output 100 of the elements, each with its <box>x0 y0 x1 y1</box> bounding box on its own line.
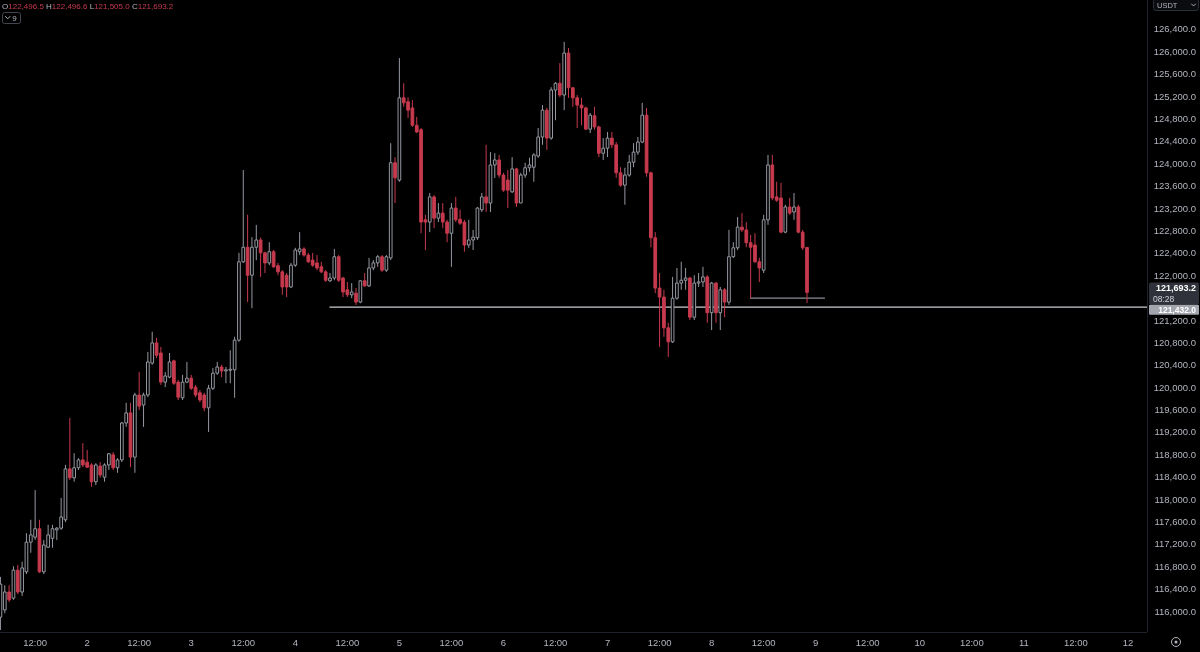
candlestick <box>367 257 371 288</box>
candlestick <box>93 462 98 486</box>
candlestick <box>258 237 263 278</box>
candlestick <box>558 62 562 98</box>
candlestick <box>67 417 72 481</box>
y-tick-label: 117,600.0 <box>1154 515 1196 527</box>
candlestick <box>245 214 250 303</box>
y-tick-label: 126,000.0 <box>1153 45 1196 57</box>
candlestick <box>588 112 593 134</box>
candlestick <box>397 57 402 183</box>
candlestick <box>705 274 710 324</box>
candlestick <box>137 371 142 411</box>
candlestick <box>727 229 731 306</box>
y-tick-label: 126,400.0 <box>1153 23 1196 35</box>
candlestick <box>0 576 3 631</box>
x-tick-label: 7 <box>604 636 611 648</box>
y-tick-label: 118,800.0 <box>1154 448 1196 460</box>
candlestick <box>15 564 20 595</box>
candlestick <box>128 402 133 468</box>
y-tick-label: 117,200.0 <box>1154 538 1196 550</box>
candlestick <box>701 266 705 288</box>
candlestick <box>380 254 384 273</box>
annotation: O122,496.5 H122,496.6 L121,505.0 C121,693.2 <box>2 1 174 11</box>
y-tick-label: 116,400.0 <box>1154 583 1196 595</box>
x-tick-label: 12:00 <box>959 636 984 648</box>
x-tick-label: 11 <box>1018 636 1029 648</box>
y-tick-label: 124,400.0 <box>1153 135 1196 147</box>
candlestick <box>37 519 42 574</box>
y-tick-label: 116,000.0 <box>1154 605 1196 617</box>
y-tick-label: 124,000.0 <box>1153 157 1196 169</box>
y-tick-label: 123,600.0 <box>1153 180 1196 192</box>
candlestick <box>718 286 723 331</box>
candlestick <box>792 192 796 221</box>
candlestick <box>202 392 207 412</box>
x-tick-label: 12:00 <box>335 636 360 648</box>
text: 121,693.2 <box>1155 283 1196 294</box>
y-tick-label: 118,400.0 <box>1154 471 1196 483</box>
x-tick-label: 6 <box>500 636 507 648</box>
candlestick <box>80 442 85 468</box>
candlestick <box>133 392 137 474</box>
candlestick <box>544 107 549 151</box>
x-tick-label: 4 <box>292 636 298 648</box>
y-tick-label: 118,000.0 <box>1154 493 1196 505</box>
candlestick <box>770 154 775 201</box>
candlestick <box>98 461 103 479</box>
candlestick <box>692 274 697 321</box>
candlestick <box>783 204 788 234</box>
candlestick <box>7 584 11 603</box>
candlestick <box>345 281 350 298</box>
candlestick <box>436 202 441 223</box>
x-tick-label: 5 <box>396 636 403 648</box>
candlestick <box>11 565 16 601</box>
y-tick-label: 120,400.0 <box>1153 359 1196 371</box>
x-tick-label: 12 <box>1122 636 1134 648</box>
candlestick <box>562 41 567 111</box>
x-tick-label: 12:00 <box>1063 636 1088 648</box>
y-tick-label: 125,200.0 <box>1153 90 1196 102</box>
y-tick-label: 125,600.0 <box>1153 68 1196 80</box>
y-tick-label: 123,200.0 <box>1153 202 1196 214</box>
candlestick <box>219 364 224 378</box>
candlestick <box>393 156 397 204</box>
candlestick <box>549 86 554 141</box>
annotation: 9 <box>12 13 18 23</box>
y-tick-label: 120,000.0 <box>1153 381 1196 393</box>
candlestick <box>510 156 514 194</box>
candlestick <box>267 241 272 266</box>
x-tick-label: 12:00 <box>543 636 568 648</box>
x-tick-label: 12:00 <box>855 636 880 648</box>
x-tick-label: 2 <box>84 636 90 648</box>
candlestick <box>332 248 337 281</box>
candlestick <box>284 272 289 298</box>
x-tick-label: 12:00 <box>439 636 464 648</box>
candlestick <box>362 272 367 288</box>
x-tick-label: 12:00 <box>751 636 776 648</box>
candlestick <box>310 252 315 268</box>
candlestick <box>714 281 718 324</box>
x-tick-label: 10 <box>914 636 926 648</box>
candlestick <box>779 182 783 234</box>
y-tick-label: 122,000.0 <box>1153 269 1196 281</box>
candlestick <box>50 524 55 549</box>
x-tick-label: 12:00 <box>23 636 48 648</box>
candlestick <box>722 287 727 318</box>
candlestick <box>427 192 432 233</box>
candlestick <box>787 197 792 216</box>
candlestick <box>349 282 354 299</box>
x-tick-label: 8 <box>708 636 715 648</box>
candlestick <box>488 151 493 213</box>
x-tick-label: 12:00 <box>647 636 672 648</box>
candlestick <box>358 279 363 304</box>
y-tick-label: 119,600.0 <box>1154 404 1196 416</box>
text: 121,432.0 <box>1158 304 1197 315</box>
candlestick <box>505 169 510 209</box>
y-tick-label: 121,200.0 <box>1153 314 1196 326</box>
y-tick-label: 116,800.0 <box>1154 560 1196 572</box>
y-tick-label: 119,200.0 <box>1154 426 1196 438</box>
text: 08:28 <box>1153 293 1175 304</box>
candlestick <box>315 254 319 271</box>
candlestick <box>514 167 519 208</box>
x-tick-label: 12:00 <box>127 636 152 648</box>
y-tick-label: 122,400.0 <box>1153 247 1196 259</box>
